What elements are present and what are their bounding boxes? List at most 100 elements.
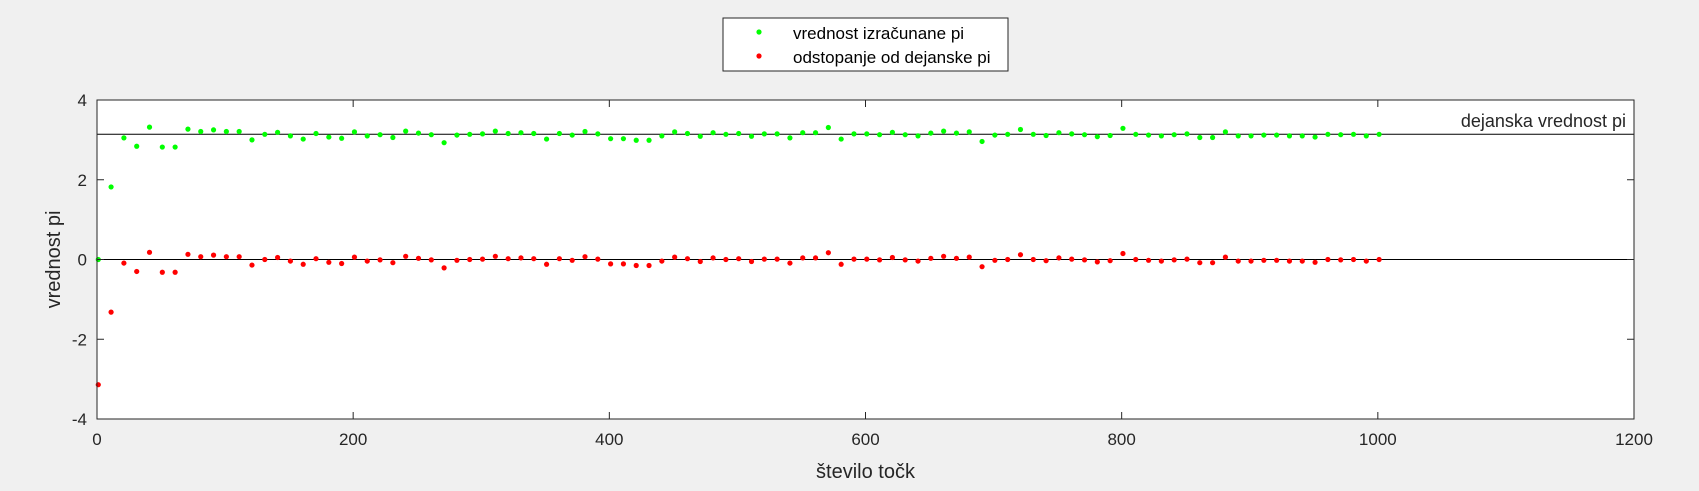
computed-pi-point xyxy=(646,137,652,143)
computed-pi-point xyxy=(1325,131,1331,137)
computed-pi-point xyxy=(518,130,524,136)
deviation-point xyxy=(236,254,242,260)
legend-label-deviation: odstopanje od dejanske pi xyxy=(793,48,991,67)
computed-pi-point xyxy=(121,135,127,141)
computed-pi-point xyxy=(159,144,165,150)
deviation-point xyxy=(326,259,332,265)
deviation-point xyxy=(569,257,575,263)
deviation-point xyxy=(1235,258,1241,264)
computed-pi-point xyxy=(262,131,268,137)
deviation-point xyxy=(287,258,294,264)
deviation-point xyxy=(941,253,947,259)
deviation-point xyxy=(121,260,127,266)
deviation-point xyxy=(1171,257,1177,263)
deviation-point xyxy=(441,265,447,271)
deviation-point xyxy=(1222,254,1229,260)
deviation-point xyxy=(966,254,972,260)
deviation-point xyxy=(620,261,627,267)
deviation-point xyxy=(582,254,588,260)
deviation-point xyxy=(1133,256,1139,263)
computed-pi-point xyxy=(748,133,755,139)
tick-labels: 0 200 400 600 800 1000 1200 -4 -2 0 2 4 xyxy=(72,91,1653,449)
computed-pi-point xyxy=(620,136,627,142)
deviation-point xyxy=(185,251,191,257)
deviation-point xyxy=(1145,257,1152,263)
computed-pi-point xyxy=(364,133,370,139)
legend-marker-computed-pi xyxy=(756,29,762,35)
deviation-point xyxy=(748,258,755,265)
computed-pi-point xyxy=(313,130,319,137)
computed-pi-point xyxy=(672,129,678,135)
deviation-point xyxy=(1081,257,1088,263)
computed-pi-point xyxy=(441,140,447,146)
deviation-point xyxy=(838,261,844,267)
deviation-point xyxy=(377,257,383,263)
reference-line-label: dejanska vrednost pi xyxy=(1461,111,1626,131)
deviation-point xyxy=(159,269,165,275)
computed-pi-point xyxy=(1043,132,1049,139)
deviation-point xyxy=(479,256,486,262)
computed-pi-point xyxy=(1274,132,1280,138)
computed-pi-point xyxy=(1107,132,1113,139)
computed-pi-point xyxy=(403,128,409,134)
deviation-point xyxy=(864,256,870,262)
computed-pi-point xyxy=(505,130,511,137)
computed-pi-point xyxy=(556,130,562,137)
y-tick-label: 0 xyxy=(78,251,87,270)
computed-pi-point xyxy=(479,131,486,137)
deviation-point xyxy=(134,268,140,275)
y-tick-label: -4 xyxy=(72,410,87,429)
deviation-point xyxy=(1069,256,1075,262)
computed-pi-point xyxy=(1120,125,1126,131)
x-tick-label: 200 xyxy=(339,430,367,449)
computed-pi-point xyxy=(351,129,358,135)
computed-pi-point xyxy=(1171,132,1177,138)
computed-pi-point xyxy=(569,132,575,138)
deviation-point xyxy=(1312,259,1318,265)
computed-pi-point xyxy=(941,128,947,134)
deviation-point xyxy=(543,261,550,267)
deviation-point xyxy=(1274,257,1280,263)
computed-pi-point xyxy=(800,130,806,136)
deviation-point xyxy=(556,256,562,262)
x-axis-label: število točk xyxy=(816,461,916,483)
deviation-point xyxy=(1338,257,1344,263)
computed-pi-point xyxy=(761,131,767,137)
deviation-point xyxy=(851,256,857,262)
computed-pi-point xyxy=(428,132,434,138)
deviation-point xyxy=(646,262,652,269)
deviation-point xyxy=(800,255,806,261)
computed-pi-point xyxy=(953,130,960,136)
deviation-point xyxy=(146,249,153,255)
computed-pi-point xyxy=(326,134,332,140)
deviation-point xyxy=(889,254,895,261)
deviation-point xyxy=(953,255,960,261)
legend-marker-deviation xyxy=(756,53,762,59)
computed-pi-point xyxy=(377,132,383,138)
computed-pi-point xyxy=(531,130,537,137)
deviation-point xyxy=(390,260,396,266)
computed-pi-point xyxy=(736,130,742,137)
x-tick-label: 0 xyxy=(92,430,101,449)
deviation-point xyxy=(492,253,498,259)
computed-pi-point xyxy=(172,144,178,150)
computed-pi-point xyxy=(928,130,934,136)
deviation-point xyxy=(262,256,268,263)
computed-pi-point xyxy=(723,131,729,137)
deviation-point xyxy=(992,257,998,263)
computed-pi-point xyxy=(1338,132,1344,138)
computed-pi-point xyxy=(108,184,114,190)
deviation-point xyxy=(223,254,229,260)
computed-pi-point xyxy=(1017,126,1024,133)
deviation-point xyxy=(608,261,614,267)
y-tick-label: -2 xyxy=(72,330,87,349)
deviation-point xyxy=(1056,255,1062,261)
computed-pi-point xyxy=(812,130,819,136)
deviation-point xyxy=(633,262,639,269)
deviation-point xyxy=(1376,256,1382,263)
computed-pi-point xyxy=(1133,131,1139,137)
deviation-point xyxy=(1005,256,1011,263)
computed-pi-point xyxy=(1261,132,1267,138)
computed-pi-point xyxy=(864,131,870,137)
